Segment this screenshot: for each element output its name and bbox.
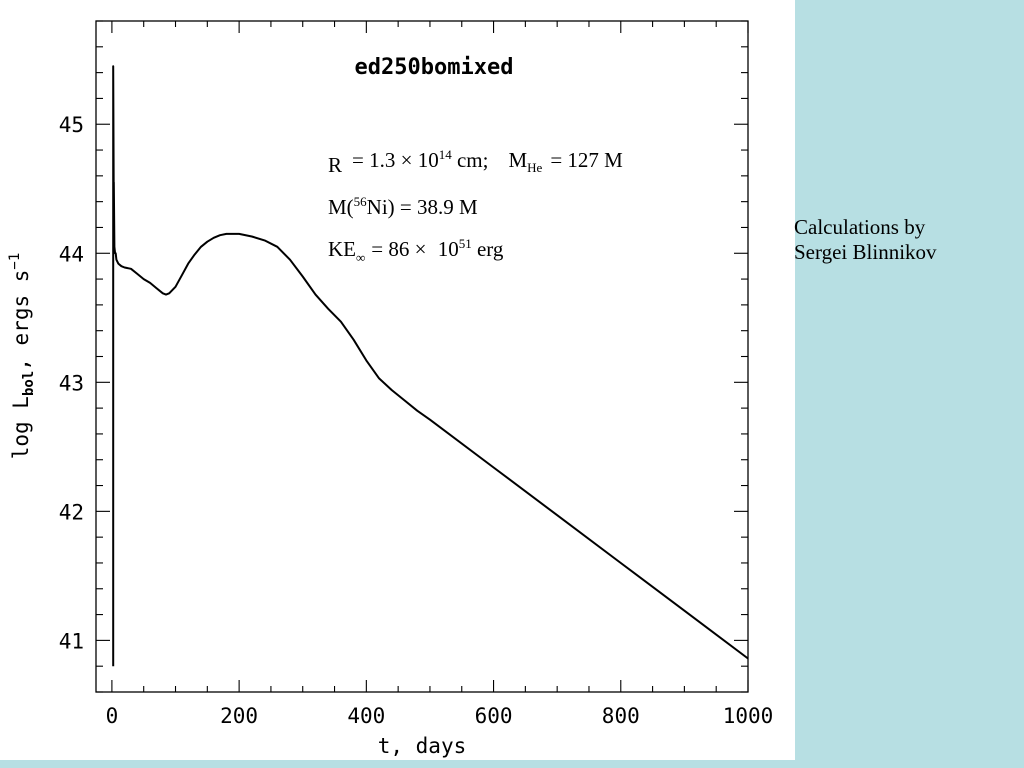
y-tick-label: 45 <box>59 113 84 137</box>
x-tick-label: 1000 <box>723 704 774 728</box>
credit-line-1: Calculations by <box>794 215 926 239</box>
slide-panel <box>0 0 795 760</box>
y-tick-label: 41 <box>59 629 84 653</box>
x-tick-label: 800 <box>602 704 640 728</box>
y-tick-label: 44 <box>59 242 84 266</box>
y-axis-label: log Lbol, ergs s−1 <box>7 253 37 460</box>
bottom-strip <box>0 760 1024 768</box>
light-curve-chart: 0 200 400 600 800 1000 41 42 43 44 45 ed250bomixed… <box>7 20 774 758</box>
annotation-kinetic-energy: KE∞ = 86 × 1051 erg <box>328 236 504 265</box>
series-line <box>112 65 749 667</box>
plot-frame <box>95 20 749 693</box>
axis-tick-labels: 0 200 400 600 800 1000 41 42 43 44 45 <box>59 113 774 728</box>
axis-ticks <box>96 20 749 693</box>
x-axis-label: t, days <box>378 734 467 758</box>
credit-text: Calculations by Sergei Blinnikov <box>794 215 1019 265</box>
x-tick-label: 0 <box>106 704 119 728</box>
x-tick-label: 600 <box>475 704 513 728</box>
y-tick-label: 42 <box>59 500 84 524</box>
chart-title: ed250bomixed <box>355 55 514 80</box>
annotation-radius-mass: R = 1.3 × 1014 cm; MHe = 127 M <box>328 147 623 177</box>
credit-line-2: Sergei Blinnikov <box>794 240 937 264</box>
x-tick-label: 400 <box>347 704 385 728</box>
x-tick-label: 200 <box>220 704 258 728</box>
y-tick-label: 43 <box>59 371 84 395</box>
annotation-nickel-mass: M(56Ni) = 38.9 M <box>328 194 478 219</box>
